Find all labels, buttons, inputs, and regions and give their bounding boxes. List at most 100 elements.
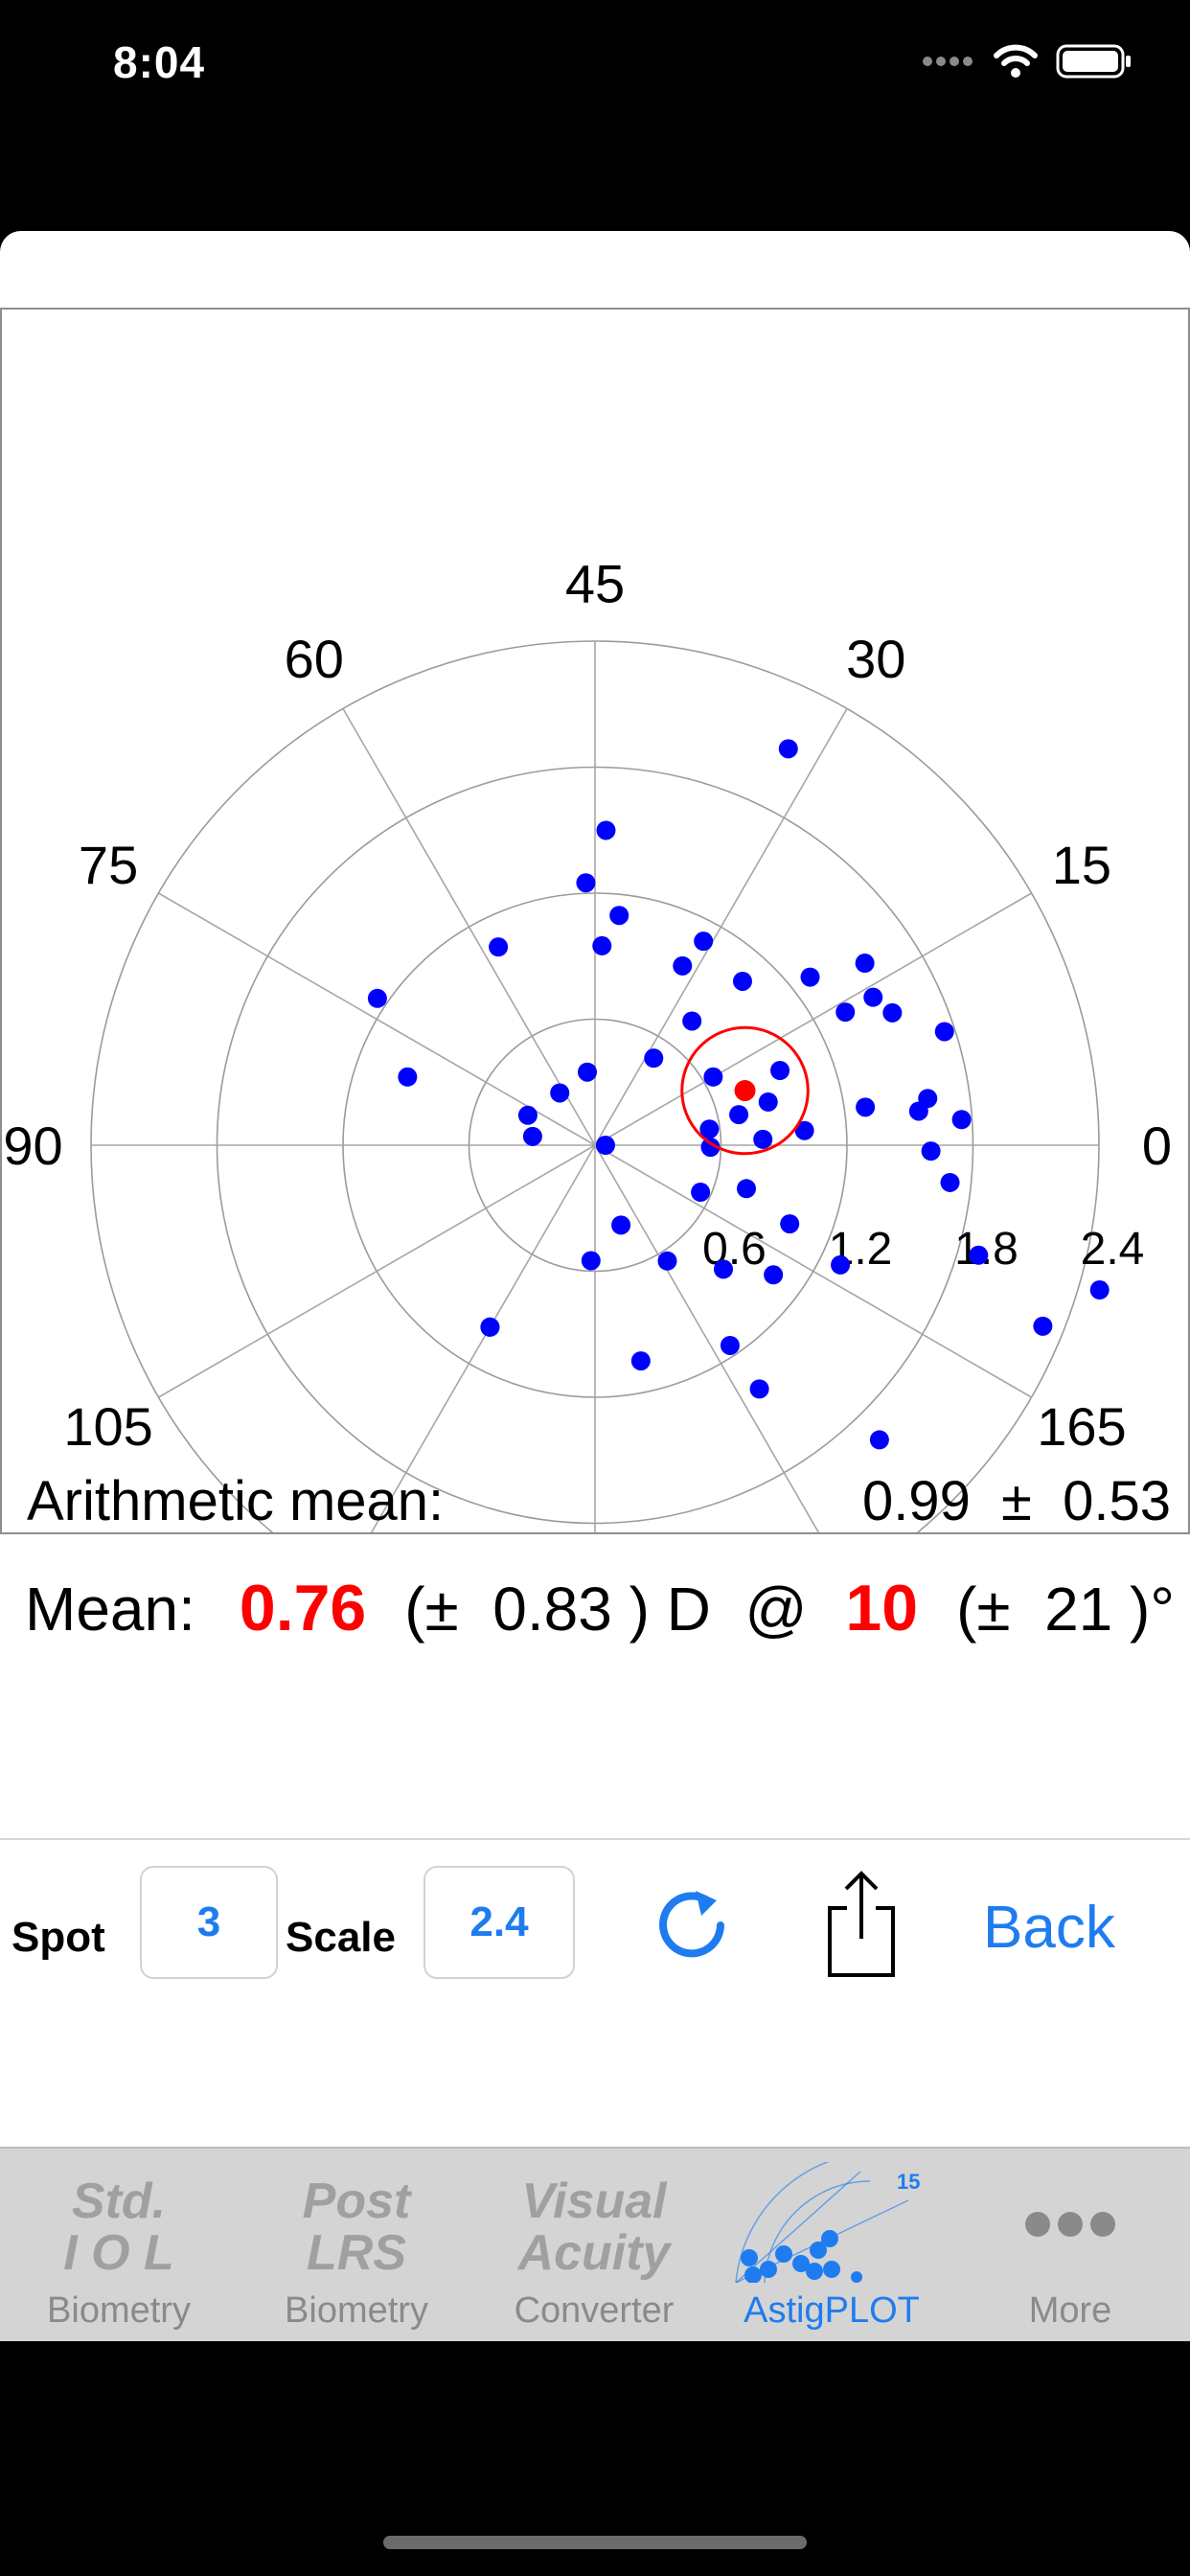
tab-bar: Std. I O L Biometry Post LRS Biometry Visu… [0,2147,1190,2341]
arithmetic-mean-value: 0.99 ± 0.53 [861,1470,1171,1532]
data-point [700,1138,721,1158]
data-point [863,987,883,1007]
post-lrs-icon: Post LRS [302,2174,411,2281]
angle-tick-label: 105 [63,1396,152,1457]
tab-label: Biometry [47,2290,191,2331]
astigplot-icon: 15 [735,2162,920,2283]
data-point [480,1317,500,1337]
wifi-icon [994,44,1038,78]
spot-label: Spot [11,1914,105,1961]
mean-label: Mean: [25,1575,195,1644]
data-point [703,1067,723,1087]
tab-label: Biometry [285,2290,428,2331]
grid-spoke [158,892,596,1146]
tab-label: AstigPLOT [744,2290,920,2331]
data-point [856,1097,876,1117]
share-button[interactable] [818,1868,904,1979]
data-point [869,1430,889,1450]
data-point [940,1172,960,1192]
data-point [550,1083,570,1103]
status-bar: 8:04 [0,0,1190,134]
divider [0,1838,1190,1840]
data-point [673,955,693,976]
radius-tick-label: 1.8 [954,1224,1018,1275]
grid-spoke [370,1144,596,1532]
std-iol-icon: Std. I O L [63,2174,174,2281]
data-point [714,1259,734,1279]
tab-post-lrs-biometry[interactable]: Post LRS Biometry [238,2149,475,2341]
tab-std-iol-biometry[interactable]: Std. I O L Biometry [0,2149,238,2341]
data-point [522,1126,542,1146]
refresh-button[interactable] [648,1877,740,1969]
data-point [592,935,612,955]
data-point [778,739,798,759]
data-point [398,1067,418,1087]
data-point [835,1002,856,1023]
data-point [753,1129,773,1149]
data-point [758,1092,778,1112]
spot-input[interactable]: 3 [140,1866,278,1979]
battery-icon [1056,44,1131,79]
data-point [720,1335,740,1355]
data-point [595,1136,615,1155]
data-point [644,1048,664,1069]
grid-spoke [594,1144,820,1532]
data-point [581,1251,601,1271]
signal-icon [923,57,973,66]
refresh-icon [659,1891,724,1958]
radius-tick-label: 0.6 [702,1224,767,1275]
data-point [908,1101,928,1121]
data-point [596,820,616,840]
data-point [657,1251,677,1271]
tab-label: Converter [514,2290,675,2331]
data-point [630,1351,651,1371]
data-point [969,1245,989,1265]
scale-input[interactable]: 2.4 [423,1866,575,1979]
mean-magnitude-sd: (± 0.83 ) D @ [404,1575,808,1644]
data-point [831,1254,851,1275]
home-indicator [383,2536,807,2549]
more-icon [1025,2212,1115,2237]
main-card: 01530456075901051201351501650.61.21.82.4… [0,231,1190,2341]
data-point [800,967,820,987]
arithmetic-mean-label: Arithmetic mean: [27,1470,445,1532]
data-point [694,932,714,952]
angle-tick-label: 90 [3,1116,62,1176]
data-point [855,954,875,974]
data-point [780,1214,800,1234]
data-point [794,1120,814,1140]
mean-ring [680,1025,810,1156]
tab-more[interactable]: More [950,2149,1190,2341]
back-button[interactable]: Back [983,1895,1115,1961]
astig-plot: 01530456075901051201351501650.61.21.82.4… [0,308,1190,1534]
data-point [749,1379,769,1399]
mean-point [734,1080,756,1102]
data-point [367,988,387,1008]
data-point [611,1215,631,1235]
angle-tick-label: 165 [1037,1396,1126,1457]
mean-magnitude: 0.76 [239,1572,367,1644]
grid-spoke [594,1144,1032,1398]
data-point [729,1105,749,1125]
mean-axis-sd: (± 21 )° [956,1575,1175,1644]
data-point [1089,1280,1110,1300]
tab-visual-acuity-converter[interactable]: Visual Acuity Converter [475,2149,713,2341]
data-point [1033,1316,1053,1336]
status-icons [922,44,1133,79]
grid-spoke [594,892,1032,1146]
data-point [576,873,596,893]
angle-tick-label: 45 [565,554,625,614]
grid-spoke [342,708,596,1146]
radius-tick-label: 2.4 [1081,1224,1145,1275]
data-point [517,1105,538,1125]
angle-tick-label: 75 [79,835,138,895]
data-point [882,1002,903,1023]
angle-tick-label: 0 [1142,1116,1172,1176]
data-point [770,1061,790,1081]
data-point [732,971,752,991]
tab-astigplot[interactable]: 15 AstigPLOT [713,2149,950,2341]
data-point [682,1011,702,1031]
angle-tick-label: 15 [1052,835,1111,895]
visual-acuity-icon: Visual Acuity [517,2174,671,2281]
data-point [699,1119,720,1139]
